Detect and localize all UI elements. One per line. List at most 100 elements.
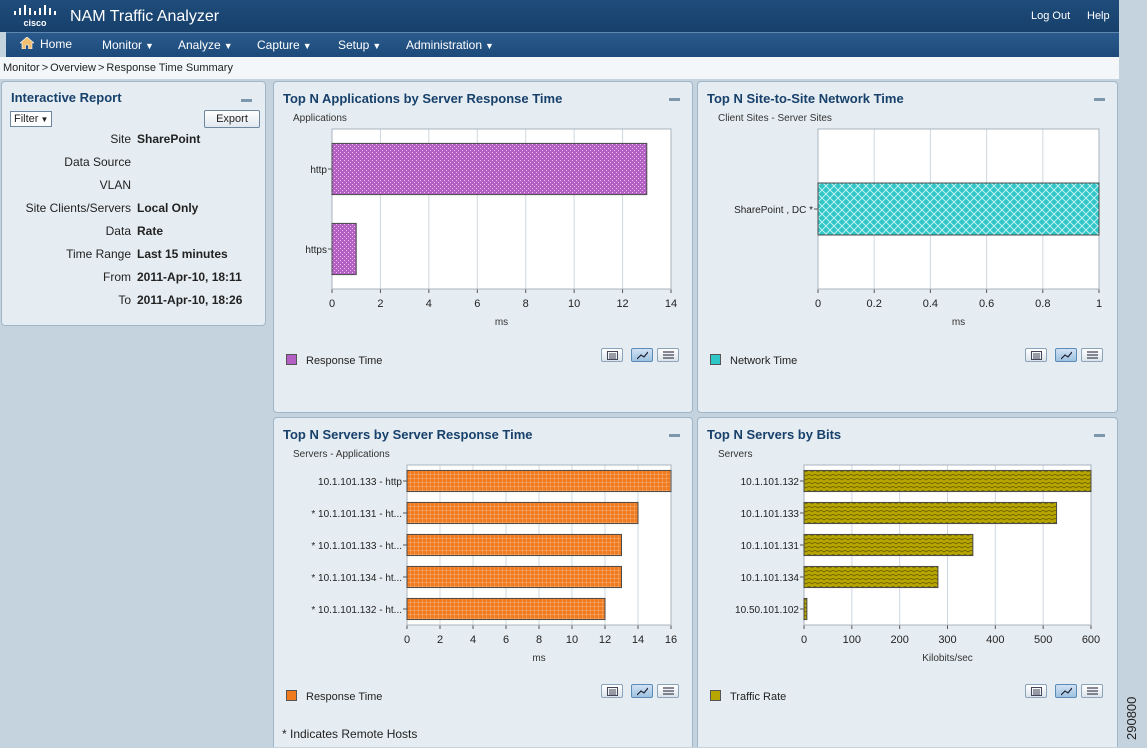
grid-view-button[interactable] bbox=[1081, 348, 1103, 362]
logout-link[interactable]: Log Out bbox=[1031, 10, 1071, 22]
nav-setup-label: Setup bbox=[338, 38, 370, 52]
x-tick-label: 10 bbox=[566, 634, 578, 646]
report-label: Data Source bbox=[64, 155, 131, 169]
bar[interactable] bbox=[803, 533, 974, 557]
nav-monitor[interactable]: Monitor ▼ bbox=[102, 38, 154, 52]
legend-swatch bbox=[710, 690, 721, 701]
bar[interactable] bbox=[406, 501, 639, 525]
category-label: https bbox=[305, 245, 327, 256]
table-icon bbox=[607, 687, 618, 696]
filter-label: Filter bbox=[14, 113, 39, 125]
nav-setup[interactable]: Setup ▼ bbox=[338, 38, 381, 52]
x-tick-label: 0 bbox=[404, 634, 410, 646]
bar[interactable] bbox=[803, 565, 939, 589]
chart-servers-bits: 0 100 200 300 400 500 600 Kilobits/sec 10.1.101.… bbox=[735, 464, 1100, 664]
bar[interactable] bbox=[331, 142, 648, 196]
minimize-icon[interactable] bbox=[241, 99, 252, 102]
x-tick-label: 0.2 bbox=[867, 298, 882, 310]
report-label: From bbox=[103, 270, 131, 284]
y-axis-caption: Servers bbox=[718, 449, 753, 460]
bar[interactable] bbox=[406, 565, 622, 589]
breadcrumb-overview[interactable]: Overview bbox=[50, 62, 96, 74]
chart-title: Top N Applications by Server Response Ti… bbox=[283, 91, 563, 106]
line-chart-icon bbox=[637, 687, 648, 696]
nav-capture[interactable]: Capture ▼ bbox=[257, 38, 312, 52]
chart-title: Top N Site-to-Site Network Time bbox=[707, 91, 904, 106]
minimize-icon[interactable] bbox=[1094, 434, 1105, 437]
chart-view-button[interactable] bbox=[1055, 684, 1077, 698]
nav-analyze[interactable]: Analyze ▼ bbox=[178, 38, 233, 52]
breadcrumb-separator: > bbox=[41, 62, 49, 74]
x-tick-label: 8 bbox=[536, 634, 542, 646]
bar[interactable] bbox=[406, 469, 672, 493]
chart-title: Top N Servers by Server Response Time bbox=[283, 427, 533, 442]
legend-label: Response Time bbox=[306, 691, 383, 703]
bar[interactable] bbox=[817, 182, 1100, 236]
report-row: Data Source bbox=[2, 155, 264, 173]
category-label: 10.1.101.133 - http bbox=[318, 477, 402, 488]
table-icon bbox=[607, 351, 618, 360]
minimize-icon[interactable] bbox=[669, 98, 680, 101]
table-icon bbox=[1031, 351, 1042, 360]
chart-view-button[interactable] bbox=[1055, 348, 1077, 362]
legend[interactable]: Traffic Rate bbox=[710, 690, 786, 703]
grid-view-button[interactable] bbox=[657, 348, 679, 362]
grid-view-button[interactable] bbox=[1081, 684, 1103, 698]
legend[interactable]: Response Time bbox=[286, 354, 382, 367]
x-tick-label: 14 bbox=[665, 298, 677, 310]
category-label: * 10.1.101.131 - ht... bbox=[311, 509, 402, 520]
table-view-button[interactable] bbox=[1025, 348, 1047, 362]
bar[interactable] bbox=[406, 533, 622, 557]
grid-view-button[interactable] bbox=[657, 684, 679, 698]
line-chart-icon bbox=[1061, 351, 1072, 360]
x-tick-label: 16 bbox=[665, 634, 677, 646]
chart-view-button[interactable] bbox=[631, 348, 653, 362]
x-tick-label: 8 bbox=[523, 298, 529, 310]
line-chart-icon bbox=[637, 351, 648, 360]
table-view-button[interactable] bbox=[601, 684, 623, 698]
table-view-button[interactable] bbox=[1025, 684, 1047, 698]
nav-analyze-label: Analyze bbox=[178, 38, 221, 52]
list-icon bbox=[1087, 687, 1098, 695]
report-label: Site bbox=[110, 132, 131, 146]
bar[interactable] bbox=[331, 222, 357, 276]
report-label: Time Range bbox=[66, 247, 131, 261]
x-tick-label: 6 bbox=[474, 298, 480, 310]
caret-down-icon: ▼ bbox=[485, 41, 494, 51]
remote-hosts-footnote: * Indicates Remote Hosts bbox=[282, 727, 418, 741]
x-axis-label: Kilobits/sec bbox=[922, 653, 973, 664]
help-link[interactable]: Help bbox=[1087, 10, 1110, 22]
legend[interactable]: Network Time bbox=[710, 354, 797, 367]
x-tick-label: 100 bbox=[843, 634, 861, 646]
chart-panel-servers-bits: Top N Servers by Bits Servers 0 100 200 300… bbox=[697, 417, 1118, 747]
chart-view-button[interactable] bbox=[631, 684, 653, 698]
legend[interactable]: Response Time bbox=[286, 690, 382, 703]
legend-label: Response Time bbox=[306, 355, 383, 367]
chart-panel-applications: Top N Applications by Server Response Ti… bbox=[273, 81, 693, 413]
minimize-icon[interactable] bbox=[669, 434, 680, 437]
legend-swatch bbox=[286, 690, 297, 701]
report-value: 2011-Apr-10, 18:11 bbox=[137, 270, 242, 284]
nav-home[interactable]: Home bbox=[20, 37, 72, 51]
bar[interactable] bbox=[803, 501, 1058, 525]
bar[interactable] bbox=[406, 597, 606, 621]
category-label: 10.1.101.131 bbox=[741, 541, 800, 552]
x-axis-label: ms bbox=[532, 653, 545, 664]
chart-servers-response: 0 2 4 6 8 10 12 14 16 ms 10.1.101.133 - http * 10.1… bbox=[311, 464, 677, 664]
nav-administration[interactable]: Administration ▼ bbox=[406, 38, 494, 52]
x-tick-label: 4 bbox=[426, 298, 432, 310]
table-view-button[interactable] bbox=[601, 348, 623, 362]
minimize-icon[interactable] bbox=[1094, 98, 1105, 101]
bar[interactable] bbox=[803, 597, 808, 621]
chart-applications: 0 2 4 6 8 10 12 14 ms http https bbox=[305, 128, 677, 328]
x-tick-label: 4 bbox=[470, 634, 476, 646]
report-row: Time Range Last 15 minutes bbox=[2, 247, 264, 265]
report-value: SharePoint bbox=[137, 132, 201, 146]
caret-down-icon: ▼ bbox=[372, 41, 382, 51]
filter-dropdown[interactable]: Filter ▼ bbox=[10, 111, 52, 127]
bar[interactable] bbox=[803, 469, 1092, 493]
report-row: Data Rate bbox=[2, 224, 264, 242]
chart-site-to-site: 0 0.2 0.4 0.6 0.8 1 ms SharePoint , DC * bbox=[734, 128, 1102, 328]
breadcrumb-monitor[interactable]: Monitor bbox=[3, 62, 40, 74]
export-button[interactable]: Export bbox=[204, 110, 260, 128]
